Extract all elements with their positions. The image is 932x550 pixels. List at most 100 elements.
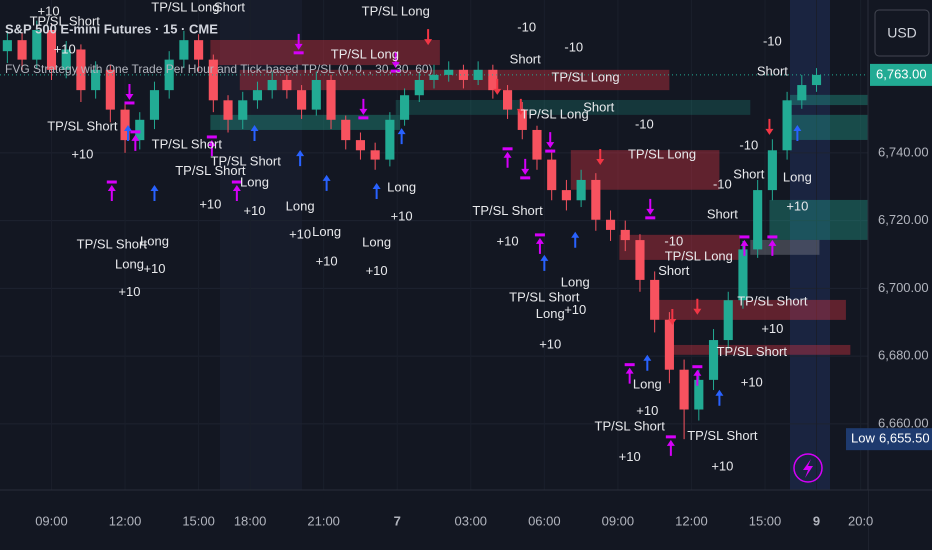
x-tick-label: 21:00: [307, 513, 340, 528]
trade-arrow: [693, 298, 702, 315]
trade-label: Long: [633, 376, 662, 391]
trade-label: TP/SL Short: [152, 136, 223, 151]
trade-label: Long: [387, 180, 416, 195]
trade-label: TP/SL Short: [509, 289, 580, 304]
candle-body: [355, 140, 366, 151]
trade-label: Short: [583, 100, 614, 115]
trade-arrow: [540, 254, 549, 271]
trade-arrow: [125, 83, 134, 100]
trade-arrow: [516, 98, 525, 115]
trade-label: -10: [635, 116, 654, 131]
candle-body: [17, 40, 27, 60]
candle-body: [297, 90, 307, 110]
candle-body: [738, 249, 748, 301]
candle-body: [429, 74, 439, 80]
fvg-zone: [210, 39, 440, 66]
alert-icon[interactable]: [793, 453, 823, 483]
trade-arrow: [131, 134, 140, 151]
candle-body: [179, 40, 189, 60]
x-tick-label: 09:00: [602, 513, 635, 528]
trade-label: TP/SL Short: [30, 13, 101, 28]
trade-label: TP/SL Short: [175, 163, 246, 178]
trade-arrow: [493, 78, 502, 95]
trade-label: +10: [539, 336, 561, 351]
trade-arrow: [793, 125, 802, 142]
grid: [0, 0, 868, 490]
trade-label: -10: [517, 20, 536, 35]
trade-arrow: [207, 139, 216, 156]
trade-arrow: [596, 149, 605, 166]
trade-arrow: [546, 132, 555, 149]
trade-label: -10: [763, 33, 782, 48]
candle-body: [414, 79, 424, 96]
candle-body: [400, 95, 410, 120]
trade-label: +10: [38, 4, 60, 19]
low-name: Low: [851, 431, 875, 446]
trade-label: TP/SL Long: [628, 146, 696, 161]
trade-arrow: [715, 389, 724, 406]
trade-label: Long: [561, 274, 590, 289]
trade-arrow: [294, 33, 303, 50]
exit-bar: [130, 130, 141, 134]
trade-label: TP/SL Short: [737, 293, 808, 308]
alert-bolt: [803, 459, 813, 478]
trade-arrow: [503, 151, 512, 168]
trade-label: +10: [54, 41, 76, 56]
trade-label: +10: [636, 403, 658, 418]
trade-arrow: [571, 231, 580, 248]
candle-body: [650, 279, 660, 320]
chart-title: S&P 500 E-mini Futures · 15 · CME: [5, 21, 218, 36]
time-axis: [0, 490, 868, 550]
trade-label: +10: [711, 458, 733, 473]
candle-body: [385, 119, 395, 160]
candle-body: [61, 49, 71, 70]
trade-label: +10: [366, 263, 388, 278]
trade-label: TP/SL Short: [595, 418, 666, 433]
trade-label: Short: [757, 63, 788, 78]
fvg-zone: [650, 299, 846, 320]
exit-bar: [534, 233, 545, 237]
trade-arrow: [768, 239, 777, 256]
trade-arrow: [107, 185, 116, 202]
currency-label[interactable]: USD: [887, 25, 917, 41]
candle-body: [311, 79, 321, 110]
trade-label: TP/SL Short: [472, 203, 543, 218]
trade-label: +10: [118, 284, 140, 299]
x-tick-label: 09:00: [35, 513, 68, 528]
candle-body: [341, 119, 351, 141]
exit-bar: [231, 180, 242, 184]
candle-body: [164, 59, 174, 91]
trade-label: Short: [707, 206, 738, 221]
trade-arrow: [521, 158, 530, 175]
fvg-zone: [790, 94, 868, 106]
trade-label: TP/SL Long: [551, 69, 619, 84]
trade-arrow: [250, 125, 259, 142]
currency-button[interactable]: [874, 9, 930, 57]
fvg-zone: [210, 114, 401, 130]
y-tick-label: 6,660.00: [878, 415, 929, 430]
low-badge: [846, 428, 932, 451]
trade-arrow: [646, 198, 655, 215]
trade-arrow: [643, 354, 652, 371]
trade-arrow: [322, 174, 331, 191]
trade-label: +10: [71, 146, 93, 161]
trade-arrow: [123, 125, 132, 142]
trade-label: TP/SL Long: [521, 106, 589, 121]
exit-bar: [692, 365, 703, 369]
trade-label: -10: [564, 40, 583, 55]
candle-body: [517, 109, 527, 130]
last-price-label: 6,763.00: [876, 66, 927, 81]
candle-body: [194, 40, 204, 60]
trade-label: Short: [214, 0, 245, 15]
trade-arrow: [424, 29, 433, 46]
trade-label: +10: [761, 321, 783, 336]
candle-body: [620, 229, 630, 241]
x-tick-label: 9: [813, 513, 820, 528]
trade-label: Long: [312, 224, 341, 239]
trade-label: TP/SL Long: [665, 248, 733, 263]
trade-label: TP/SL Short: [47, 119, 118, 134]
trade-label: TP/SL Short: [77, 236, 148, 251]
candle-body: [502, 90, 513, 110]
